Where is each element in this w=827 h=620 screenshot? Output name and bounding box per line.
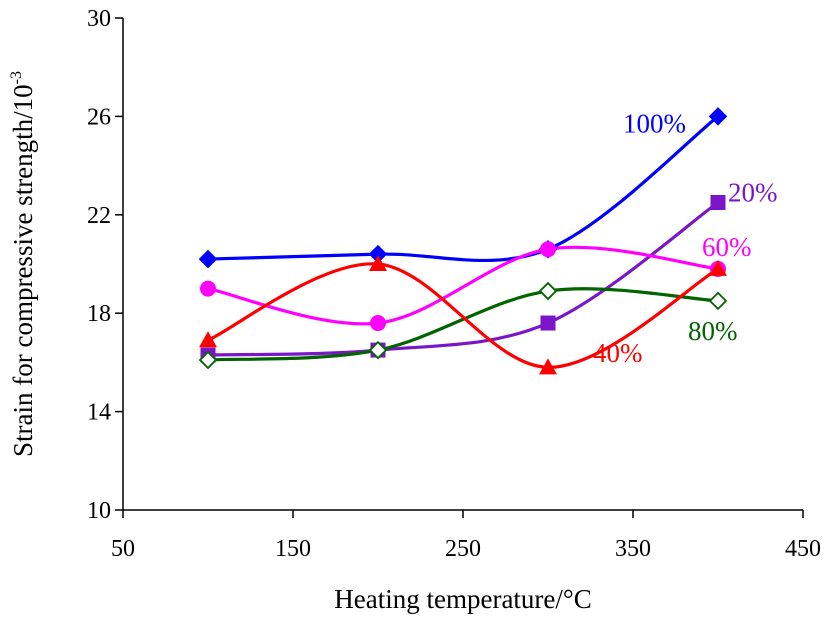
series-labels: 100% 20% 60% 80% 40% <box>593 108 778 368</box>
data-point <box>709 259 727 276</box>
y-tick-label: 30 <box>87 6 111 32</box>
series-line <box>207 245 719 326</box>
y-tick-label: 26 <box>87 104 111 130</box>
series-markers <box>198 107 728 375</box>
data-point <box>370 315 386 332</box>
series-label: 100% <box>623 108 686 138</box>
series-label: 40% <box>593 338 643 368</box>
x-tick-label: 350 <box>615 536 651 562</box>
y-tick-label: 10 <box>87 498 111 524</box>
data-point <box>198 350 218 370</box>
data-point <box>368 340 388 360</box>
x-tick-label: 250 <box>445 536 481 562</box>
x-axis-title: Heating temperature/°C <box>334 584 591 614</box>
y-axis-title: Strain for compressive strength/10-3 <box>8 71 38 457</box>
series-label: 20% <box>728 178 778 208</box>
y-axis-title-exponent: -3 <box>8 71 25 84</box>
y-tick-label: 14 <box>87 400 111 426</box>
data-point <box>540 315 556 331</box>
data-point <box>369 255 387 271</box>
data-point <box>198 249 218 269</box>
data-point <box>710 195 726 210</box>
data-point <box>708 291 728 311</box>
data-point <box>199 331 217 348</box>
y-tick-label: 18 <box>87 301 111 327</box>
data-point <box>538 281 558 301</box>
x-tick-label: 150 <box>275 536 311 562</box>
series-line <box>207 262 719 369</box>
data-point <box>708 107 728 126</box>
axes <box>122 18 803 511</box>
y-tick-label: 22 <box>87 203 111 229</box>
data-point <box>539 358 557 375</box>
series-label: 80% <box>688 316 738 346</box>
ticks: 10 14 18 22 26 30 50 150 250 350 450 <box>87 6 821 562</box>
series-label: 60% <box>702 232 752 262</box>
x-tick-label: 50 <box>111 536 135 562</box>
y-axis-title-main: Strain for compressive strength/10 <box>8 84 38 457</box>
data-point <box>200 280 216 297</box>
data-point <box>540 241 556 258</box>
series-line <box>207 201 719 357</box>
series-line <box>207 287 719 362</box>
series-line <box>207 115 719 263</box>
series-lines <box>207 115 719 369</box>
x-tick-label: 450 <box>785 536 821 562</box>
